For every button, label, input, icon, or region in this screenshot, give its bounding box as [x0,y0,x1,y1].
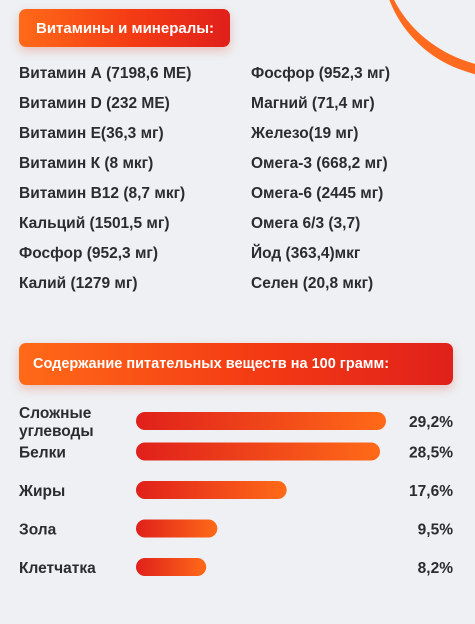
nutrient-label: Жиры [18,483,65,500]
nutrient-label: Сложные углеводы [19,405,94,440]
vitamins-header-badge: Витамины и минералы: [19,9,230,47]
mineral-item: Фосфор (952,3 мг) [19,245,159,262]
minerals-list-right: Фосфор (952,3 мг) Магний (71,4 мг) Желез… [251,64,390,304]
nutrient-bar [136,481,287,499]
mineral-item: Железо(19 мг) [251,125,359,142]
vitamins-header-text: Витамины и минералы: [36,19,215,37]
nutrient-label: Клетчатка [19,560,96,577]
nutrient-value-label: 9,5% [418,522,454,539]
mineral-item: Витамин К (8 мкг) [19,155,154,172]
mineral-item: Витамин В12 (8,7 мкг) [19,185,186,202]
nutrient-value-label: 17,6% [409,483,453,500]
mineral-item: Омега-3 (668,2 мг) [251,155,388,172]
mineral-item: Омега 6/3 (3,7) [251,215,361,232]
mineral-item: Магний (71,4 мг) [251,95,375,112]
nutrients-header-text: Содержание питательных веществ на 100 гр… [33,356,390,372]
nutrient-bar [136,412,386,430]
nutrient-bar [136,442,381,461]
mineral-item: Фосфор (952,3 мг) [251,65,391,82]
mineral-item: Омега-6 (2445 мг) [251,185,384,202]
mineral-item: Кальций (1501,5 мг) [19,215,170,232]
nutrient-value-label: 29,2% [409,414,453,431]
nutrient-value-label: 28,5% [409,445,453,462]
mineral-item: Витамин D (232 МЕ) [19,95,170,112]
nutrient-label: Зола [19,522,57,539]
mineral-item: Калий (1279 мг) [19,275,138,292]
nutrients-header-badge: Содержание питательных веществ на 100 гр… [19,343,453,385]
nutrient-bar [136,519,218,538]
mineral-item: Витамин А (7198,6 МЕ) [19,65,192,82]
mineral-item: Селен (20,8 мкг) [251,275,374,292]
nutrient-label: Белки [19,445,66,462]
nutrient-bar [136,558,207,576]
nutrient-value-label: 8,2% [418,560,454,577]
mineral-item: Витамин Е(36,3 мг) [19,125,164,142]
minerals-list-left: Витамин А (7198,6 МЕ) Витамин D (232 МЕ)… [19,64,191,304]
mineral-item: Йод (363,4)мкг [251,245,361,262]
